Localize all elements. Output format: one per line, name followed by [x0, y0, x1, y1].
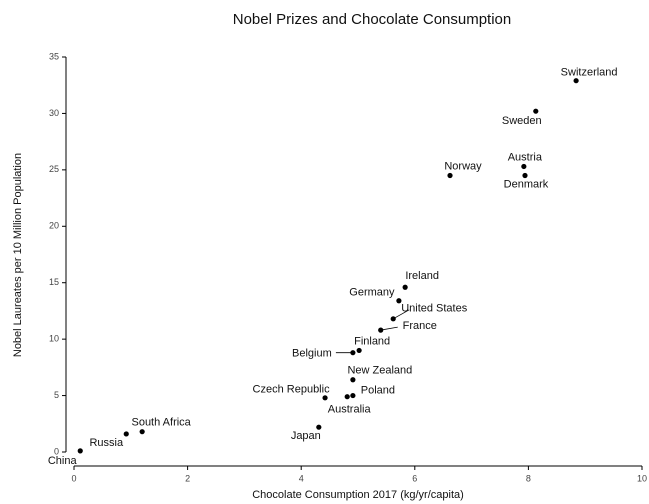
point-label: United States — [401, 303, 468, 315]
point — [322, 395, 328, 401]
point — [378, 327, 384, 333]
y-tick-label: 20 — [49, 221, 59, 231]
x-tick-label: 8 — [526, 473, 531, 483]
y-tick-label: 10 — [49, 334, 59, 344]
point — [350, 377, 356, 383]
chart-title: Nobel Prizes and Chocolate Consumption — [233, 11, 512, 28]
y-tick-label: 30 — [49, 108, 59, 118]
point — [350, 350, 356, 356]
point — [522, 172, 528, 179]
point — [123, 431, 129, 437]
y-tick-label: 5 — [54, 390, 59, 400]
point-label: Poland — [361, 384, 395, 396]
point-label: China — [48, 455, 78, 467]
point-label: Switzerland — [561, 67, 618, 79]
y-axis-label: Nobel Laureates per 10 Million Populatio… — [12, 153, 24, 357]
point-label: Australia — [328, 404, 372, 416]
point — [356, 347, 362, 354]
point-label: South Africa — [131, 417, 191, 429]
point-label: Germany — [349, 287, 395, 299]
leader-line — [393, 309, 410, 320]
point — [350, 392, 356, 399]
leader-line — [380, 326, 398, 331]
point-label: Norway — [444, 160, 482, 172]
y-tick-label: 15 — [49, 277, 59, 287]
x-tick-label: 10 — [637, 473, 647, 483]
point — [396, 298, 402, 304]
point-label: Ireland — [405, 270, 439, 282]
point — [533, 108, 539, 114]
point — [316, 424, 322, 430]
point — [447, 172, 453, 179]
point — [390, 316, 396, 322]
point-label: Belgium — [292, 348, 332, 360]
point — [573, 78, 579, 84]
x-tick-label: 4 — [299, 473, 304, 483]
point — [77, 448, 83, 454]
y-tick-label: 0 — [54, 446, 59, 456]
point-label: Sweden — [502, 115, 542, 127]
point-label: New Zealand — [347, 365, 412, 377]
point-label: Denmark — [504, 178, 549, 190]
point-label: Finland — [354, 335, 390, 347]
point — [402, 284, 408, 290]
point — [521, 163, 527, 170]
x-tick-label: 0 — [71, 473, 76, 483]
x-tick-label: 2 — [185, 473, 190, 483]
point — [139, 429, 145, 435]
x-tick-label: 6 — [412, 473, 417, 483]
y-tick-label: 35 — [49, 51, 59, 61]
point-label: Japan — [291, 430, 321, 442]
point-label: Czech Republic — [253, 384, 331, 396]
point-label: Austria — [508, 151, 543, 163]
y-tick-label: 25 — [49, 164, 59, 174]
x-axis-label: Chocolate Consumption 2017 (kg/yr/capita… — [252, 489, 464, 501]
point — [344, 394, 350, 400]
point-label: France — [403, 320, 437, 332]
point-label: Russia — [89, 437, 124, 449]
